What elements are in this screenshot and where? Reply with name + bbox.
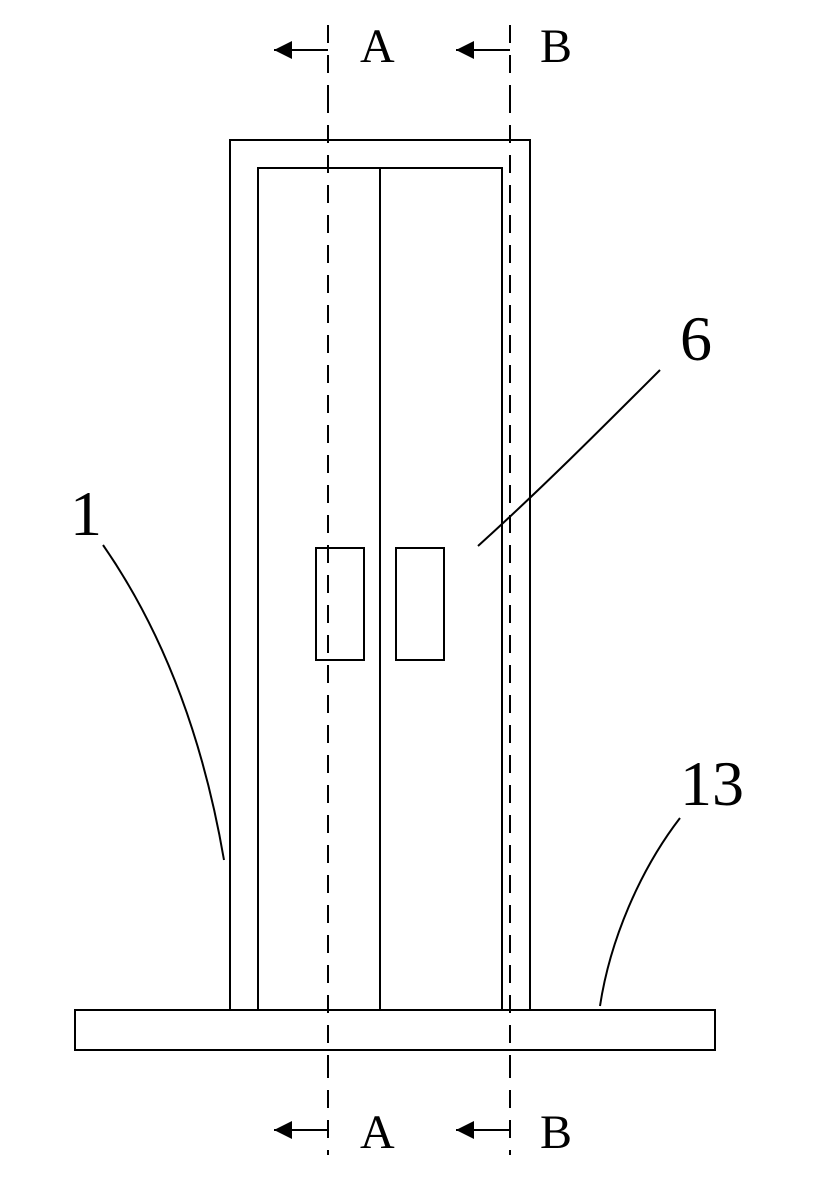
base-plate — [75, 1010, 715, 1050]
arrow-a-top — [274, 41, 328, 59]
leader-l13 — [600, 818, 680, 1006]
label-callout_13: 13 — [680, 748, 744, 819]
leader-l6 — [478, 370, 660, 546]
leader-l1 — [103, 545, 224, 860]
handle-right — [396, 548, 444, 660]
diagram-main — [75, 140, 715, 1050]
label-A_bottom: A — [360, 1106, 395, 1159]
handle-left — [316, 548, 364, 660]
arrow-b-bottom — [456, 1121, 510, 1139]
label-A_top: A — [360, 20, 395, 73]
label-callout_6: 6 — [680, 303, 712, 374]
arrow-a-bottom — [274, 1121, 328, 1139]
label-B_bottom: B — [540, 1106, 572, 1159]
arrow-b-top — [456, 41, 510, 59]
label-B_top: B — [540, 20, 572, 73]
label-callout_1: 1 — [70, 478, 102, 549]
